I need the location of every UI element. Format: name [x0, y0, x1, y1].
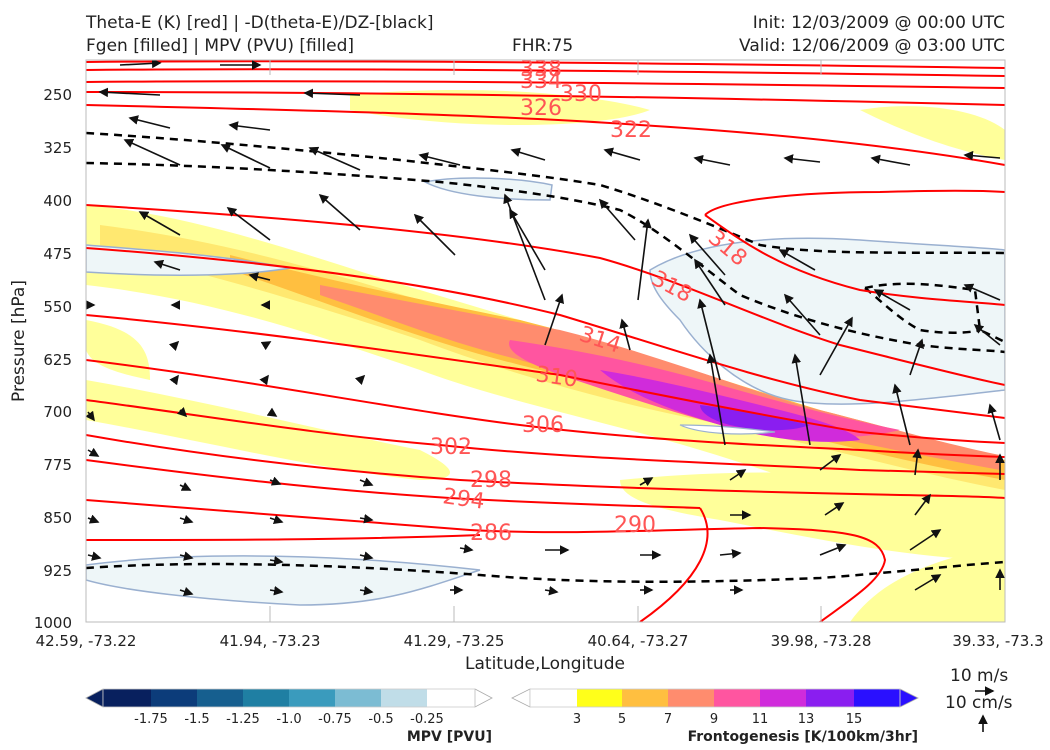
title-left-line1: Theta-E (K) [red] | -D(theta-E)/DZ-[blac…	[86, 13, 434, 33]
fgen-tick: 11	[752, 712, 769, 727]
y-tick-label: 400	[43, 192, 72, 210]
frontogenesis-fill	[86, 90, 1005, 622]
fgen-tick: 13	[798, 712, 815, 727]
fgen-colorbar: 3 5 7 9 11 13 15 Frontogenesis [K/100km/…	[511, 688, 919, 745]
mpv-colorbar: -1.75 -1.5 -1.25 -1.0 -0.75 -0.5 -0.25 M…	[85, 688, 493, 745]
x-axis: 42.59, -73.22 41.94, -73.23 41.29, -73.2…	[36, 60, 1044, 674]
y-tick-label: 1000	[34, 614, 72, 632]
mpv-tick: -1.75	[134, 712, 168, 727]
contour-label-338: 338	[520, 57, 562, 82]
fgen-tick: 3	[573, 712, 581, 727]
x-tick-label: 42.59, -73.22	[36, 632, 137, 650]
y-tick-label: 700	[43, 403, 72, 421]
wind-reference-key: 10 m/s 10 cm/s	[945, 666, 1013, 732]
plot-area: 338 334 330 326 322 318 318 314 310 306 …	[86, 57, 1005, 622]
y-tick-label: 925	[43, 562, 72, 580]
wind-vectors	[86, 60, 1005, 597]
x-tick-label: 41.94, -73.23	[220, 632, 321, 650]
contour-label-306: 306	[522, 413, 564, 438]
contour-label-322: 322	[610, 118, 652, 143]
contour-label-330: 330	[560, 82, 602, 107]
contour-label-298: 298	[470, 468, 512, 493]
x-tick-label: 40.64, -73.27	[588, 632, 689, 650]
contour-label-310: 310	[534, 362, 579, 393]
x-tick-label: 39.33, -73.3	[952, 632, 1043, 650]
mpv-tick: -1.25	[226, 712, 260, 727]
contour-label-286: 286	[470, 521, 512, 546]
contour-label-326: 326	[520, 96, 562, 121]
fgen-tick: 5	[618, 712, 626, 727]
y-tick-label: 775	[43, 456, 72, 474]
title-left-line2: Fgen [filled] | MPV (PVU) [filled]	[86, 36, 355, 56]
contour-label-334: 334	[520, 69, 562, 94]
mpv-tick: -0.75	[318, 712, 352, 727]
y-tick-label: 625	[43, 351, 72, 369]
mpv-tick: -0.25	[410, 712, 444, 727]
valid-time: Valid: 12/06/2009 @ 03:00 UTC	[739, 36, 1005, 56]
mpv-tick: -1.0	[276, 712, 301, 727]
theta-e-contours	[86, 60, 1005, 622]
plot-frame	[85, 59, 1006, 623]
mpv-tick: -1.5	[184, 712, 209, 727]
dthetae-dz-contours	[86, 131, 1005, 583]
y-axis: 250 325 400 475 550 625 700 775 850 925 …	[9, 86, 72, 632]
mpv-tick: -0.5	[368, 712, 393, 727]
y-axis-label: Pressure [hPa]	[9, 280, 29, 402]
x-axis-label: Latitude,Longitude	[465, 654, 625, 674]
contour-label-294: 294	[441, 484, 486, 515]
fgen-colorbar-label: Frontogenesis [K/100km/3hr]	[688, 729, 918, 745]
wind-ref-vertical: 10 cm/s	[945, 693, 1013, 713]
x-tick-label: 39.98, -73.28	[771, 632, 872, 650]
mpv-colorbar-label: MPV [PVU]	[407, 729, 492, 745]
y-tick-label: 475	[43, 245, 72, 263]
fgen-tick: 15	[846, 712, 863, 727]
wind-ref-horizontal: 10 m/s	[950, 666, 1008, 686]
y-tick-label: 850	[43, 509, 72, 527]
contour-label-290: 290	[614, 513, 656, 538]
fgen-tick: 7	[664, 712, 672, 727]
y-tick-label: 325	[43, 139, 72, 157]
x-tick-label: 41.29, -73.25	[404, 632, 505, 650]
init-time: Init: 12/03/2009 @ 00:00 UTC	[752, 13, 1005, 33]
y-tick-label: 550	[43, 298, 72, 316]
forecast-hour: FHR:75	[512, 36, 574, 56]
fgen-tick: 9	[710, 712, 718, 727]
y-tick-label: 250	[43, 86, 72, 104]
contour-label-302: 302	[430, 435, 472, 460]
